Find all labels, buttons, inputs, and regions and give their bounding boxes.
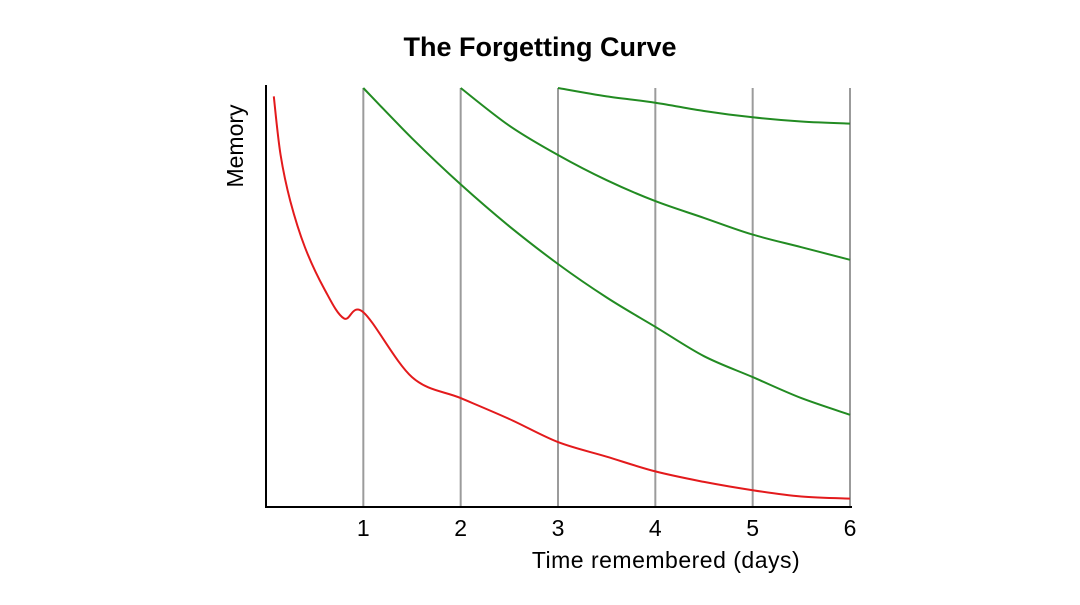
x-tick-label-1: 1 xyxy=(357,515,370,541)
gridlines xyxy=(362,88,851,507)
review-curve-line-2 xyxy=(460,87,851,261)
x-tick-label-4: 4 xyxy=(649,515,662,541)
review-curve-line-1 xyxy=(362,87,851,416)
review-curve-line-3 xyxy=(557,87,851,125)
x-axis-label: Time remembered (days) xyxy=(532,547,800,573)
x-tick-label-5: 5 xyxy=(746,515,759,541)
forgetting-curve-line xyxy=(272,96,851,500)
data-series xyxy=(272,87,851,500)
x-tick-label-6: 6 xyxy=(844,515,857,541)
x-tick-label-2: 2 xyxy=(454,515,467,541)
x-tick-label-3: 3 xyxy=(552,515,565,541)
x-tick-labels: 1 2 3 4 5 6 xyxy=(357,515,856,541)
y-axis-label: Memory xyxy=(222,104,248,188)
chart-title: The Forgetting Curve xyxy=(403,32,676,62)
